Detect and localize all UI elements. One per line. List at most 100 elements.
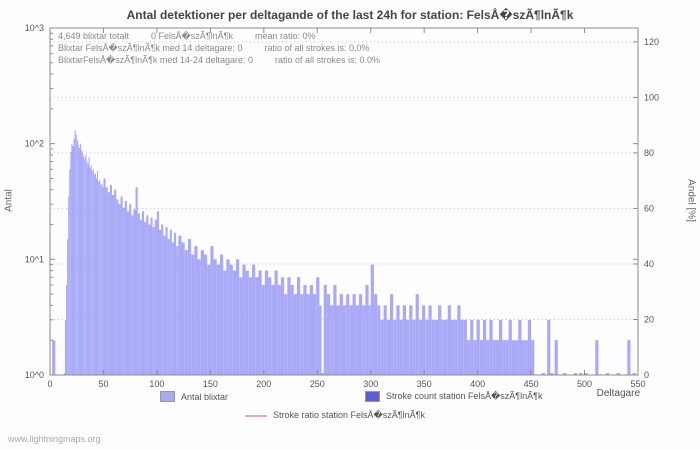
bar — [370, 264, 374, 375]
light-bar-swatch-icon — [160, 391, 175, 402]
bar — [68, 196, 70, 375]
bar — [393, 319, 397, 375]
bar — [248, 277, 253, 375]
bar — [466, 340, 471, 375]
bar — [444, 319, 448, 375]
bar — [73, 138, 75, 375]
bar — [293, 294, 297, 375]
bar — [261, 284, 265, 375]
bar — [169, 229, 172, 375]
x-tick-label: 100 — [149, 379, 164, 389]
x-tick-label: 0 — [47, 379, 52, 389]
bar — [86, 161, 88, 375]
watermark-link[interactable]: www.lightningmaps.org — [8, 434, 101, 444]
legend-item-stroke-count: Stroke count station FelsÅ�szÃ¶lnÃ¶k — [365, 391, 542, 402]
x-tick-label: 350 — [417, 379, 432, 389]
bar — [547, 319, 551, 375]
bar — [52, 340, 56, 375]
bar — [323, 284, 327, 375]
y2-tick-label: 100 — [644, 92, 659, 102]
bar — [346, 294, 350, 375]
bar — [431, 319, 435, 375]
bar — [152, 227, 155, 375]
bar — [89, 167, 91, 375]
bar — [216, 264, 220, 375]
bar — [616, 373, 620, 375]
y2-axis-label: Andel [%] — [685, 179, 697, 222]
bar — [274, 270, 278, 375]
bar — [133, 209, 136, 375]
bar — [210, 246, 214, 375]
y-tick-label: 10^2 — [25, 139, 44, 149]
bar — [94, 173, 97, 375]
y2-tick-label: 20 — [644, 314, 654, 324]
bar — [422, 305, 426, 375]
bar — [242, 264, 246, 375]
bar — [84, 158, 86, 375]
bar — [255, 277, 259, 375]
bar — [425, 319, 429, 375]
y-axis-label: Antal — [3, 189, 15, 212]
bar — [229, 264, 233, 375]
bar — [87, 164, 89, 375]
x-axis-label: Deltagare — [596, 388, 640, 399]
bar — [126, 211, 130, 375]
pink-line-swatch-icon — [245, 414, 267, 417]
bar — [377, 305, 381, 375]
strokes-14-24-text: BlixtarFelsÅ�szÃ¶lnÃ¶k med 14-24 deltaga… — [58, 55, 253, 65]
bar — [368, 305, 371, 375]
bar — [428, 305, 432, 375]
bar-series — [52, 130, 636, 375]
legend-item-stroke-ratio: Stroke ratio station FelsÅ�szÃ¶lnÃ¶k — [245, 410, 425, 421]
bar — [156, 211, 160, 375]
bar — [159, 229, 162, 375]
bar — [98, 181, 100, 375]
stats-line-2: Blixtar FelsÅ�szÃ¶lnÃ¶k med 14 deltagare… — [58, 42, 402, 54]
bar — [527, 319, 532, 375]
x-tick-label: 550 — [630, 379, 645, 389]
bar — [135, 187, 138, 375]
bar — [309, 284, 313, 375]
bar — [508, 319, 512, 375]
bar — [492, 340, 496, 375]
bar — [383, 305, 387, 375]
bar — [303, 284, 307, 375]
bar — [118, 204, 121, 375]
bar — [171, 242, 175, 375]
bar — [386, 319, 390, 375]
bar — [197, 259, 201, 375]
bar — [389, 294, 394, 375]
bar — [124, 200, 127, 375]
bar — [627, 340, 631, 375]
x-tick-label: 150 — [203, 379, 218, 389]
bar — [78, 147, 80, 375]
bar — [99, 180, 101, 375]
bar — [88, 157, 90, 375]
bar — [181, 242, 185, 375]
bar — [409, 305, 413, 375]
bar — [271, 284, 275, 375]
bar — [245, 270, 249, 375]
bar — [258, 270, 262, 375]
bar — [396, 305, 400, 375]
bar — [146, 215, 149, 375]
bar — [137, 213, 140, 375]
bar — [402, 305, 407, 375]
y2-tick-label: 60 — [644, 203, 654, 213]
bar — [554, 340, 558, 375]
stats-line-1: 4,649 blixtar totalt 0 FelsÅ�szÃ¶lnÃ¶k mea… — [58, 30, 402, 42]
bar — [365, 284, 369, 375]
bar — [434, 319, 439, 375]
bar — [438, 305, 442, 375]
bar — [505, 340, 509, 375]
bar — [605, 373, 610, 375]
bar — [326, 294, 331, 375]
bar — [339, 294, 343, 375]
bar — [85, 154, 87, 375]
bar — [184, 250, 188, 375]
bar — [79, 143, 82, 375]
bar — [316, 277, 320, 375]
bar — [109, 184, 113, 375]
